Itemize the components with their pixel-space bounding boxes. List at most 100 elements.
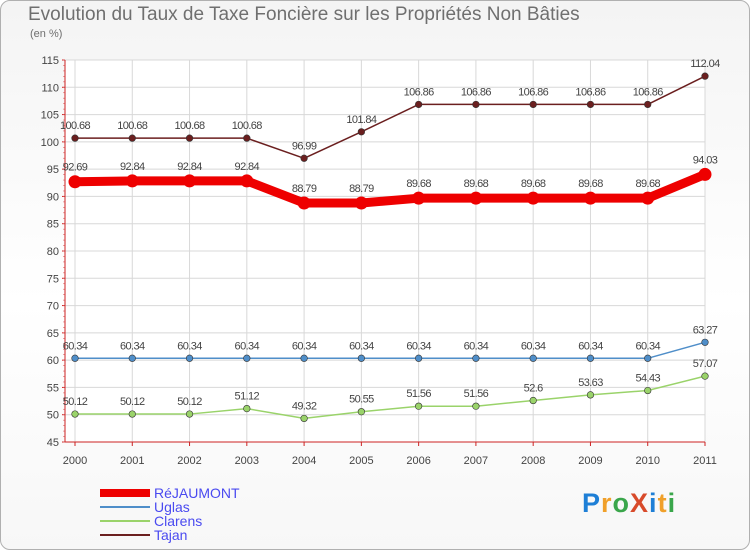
data-label-clarens: 50.12 [120, 396, 145, 408]
data-point-uglas [300, 354, 308, 362]
data-label-rejaumont: 88.79 [292, 183, 317, 195]
y-tick-label: 115 [41, 55, 59, 67]
data-label-clarens: 51.56 [406, 388, 431, 400]
data-label-tajan: 100.68 [60, 120, 91, 132]
x-tick-label: 2011 [693, 455, 717, 467]
data-point-clarens [586, 391, 595, 399]
data-point-clarens [128, 410, 136, 418]
data-label-uglas: 60.34 [406, 340, 431, 352]
data-point-uglas [243, 354, 251, 362]
data-point-tajan [300, 154, 308, 162]
data-label-clarens: 50.12 [63, 396, 88, 408]
data-label-uglas: 60.34 [63, 340, 88, 352]
data-label-uglas: 60.34 [521, 340, 546, 352]
data-label-rejaumont: 92.84 [235, 161, 260, 173]
x-tick-label: 2009 [578, 455, 602, 467]
data-point-uglas [529, 354, 537, 362]
y-tick-label: 90 [47, 191, 59, 203]
y-tick-label: 105 [41, 110, 59, 122]
x-tick-label: 2006 [406, 455, 430, 467]
logo-letter: o [612, 488, 631, 518]
data-point-uglas [357, 354, 365, 362]
logo-letter: P [582, 488, 602, 518]
data-point-tajan [586, 100, 595, 109]
data-point-uglas [415, 354, 423, 362]
x-tick-label: 2008 [521, 455, 545, 467]
y-tick-label: 70 [47, 301, 59, 313]
data-label-tajan: 106.86 [461, 86, 492, 98]
data-label-clarens: 51.12 [235, 391, 260, 403]
data-point-tajan [185, 134, 194, 142]
data-point-rejaumont [354, 196, 368, 210]
data-point-rejaumont [240, 174, 254, 188]
y-tick-label: 110 [41, 82, 59, 94]
data-label-uglas: 60.34 [464, 340, 489, 352]
legend-swatch [100, 534, 150, 536]
data-label-uglas: 60.34 [177, 340, 202, 352]
data-point-tajan [644, 100, 652, 109]
data-point-rejaumont [583, 191, 597, 205]
x-tick-label: 2003 [235, 455, 259, 467]
data-label-tajan: 106.86 [518, 86, 549, 98]
data-label-tajan: 101.84 [346, 114, 377, 126]
data-label-rejaumont: 92.84 [177, 161, 202, 173]
data-label-rejaumont: 92.69 [63, 162, 88, 174]
data-point-tajan [71, 134, 79, 142]
data-point-rejaumont [641, 191, 655, 205]
y-tick-label: 45 [47, 437, 59, 449]
data-label-clarens: 49.32 [292, 400, 317, 412]
data-label-tajan: 106.86 [404, 86, 435, 98]
proxiti-logo: ProXiti [582, 488, 676, 519]
data-point-uglas [71, 354, 79, 362]
legend-label: Clarens [154, 513, 203, 529]
data-label-rejaumont: 89.68 [406, 178, 431, 190]
y-tick-label: 65 [47, 328, 59, 340]
data-point-clarens [472, 402, 480, 410]
data-label-tajan: 112.04 [690, 58, 720, 70]
data-label-tajan: 100.68 [175, 120, 206, 132]
logo-letter: i [649, 488, 658, 518]
legend-label: RéJAUMONT [154, 485, 240, 501]
data-point-clarens [701, 372, 709, 380]
data-point-uglas [128, 354, 136, 362]
x-tick-label: 2001 [120, 455, 144, 467]
logo-letter: X [630, 488, 650, 518]
data-label-rejaumont: 92.84 [120, 161, 145, 173]
data-point-tajan [472, 100, 480, 109]
data-point-tajan [357, 128, 365, 136]
data-point-clarens [185, 410, 194, 418]
y-unit-label: (en %) [30, 28, 63, 40]
y-tick-label: 60 [47, 355, 59, 367]
logo-letter: r [601, 488, 613, 518]
data-point-tajan [243, 134, 251, 142]
data-label-uglas: 60.34 [292, 340, 317, 352]
data-label-clarens: 51.56 [464, 388, 489, 400]
data-point-rejaumont [469, 191, 483, 205]
data-label-clarens: 50.12 [177, 396, 202, 408]
data-point-rejaumont [68, 175, 82, 189]
logo-letter: t [657, 488, 668, 518]
data-point-rejaumont [297, 196, 311, 210]
data-point-clarens [71, 410, 79, 418]
data-label-uglas: 63.27 [693, 324, 718, 336]
data-label-tajan: 106.86 [633, 86, 664, 98]
data-label-tajan: 100.68 [117, 120, 148, 132]
data-label-uglas: 60.34 [349, 340, 374, 352]
data-label-clarens: 50.55 [349, 394, 374, 406]
legend-label: Tajan [154, 527, 188, 543]
x-tick-label: 2000 [63, 455, 87, 467]
x-tick-label: 2004 [292, 455, 316, 467]
data-label-rejaumont: 89.68 [635, 178, 660, 190]
data-point-rejaumont [526, 191, 540, 205]
data-point-tajan [529, 100, 537, 109]
data-label-clarens: 54.43 [635, 373, 660, 385]
data-point-tajan [701, 72, 709, 80]
y-tick-label: 80 [47, 246, 59, 258]
data-point-tajan [415, 100, 423, 109]
data-point-uglas [586, 354, 595, 362]
x-tick-label: 2002 [177, 455, 201, 467]
data-point-clarens [357, 408, 365, 416]
data-point-clarens [300, 414, 308, 423]
data-point-uglas [701, 338, 709, 346]
series-line-uglas [74, 341, 706, 360]
